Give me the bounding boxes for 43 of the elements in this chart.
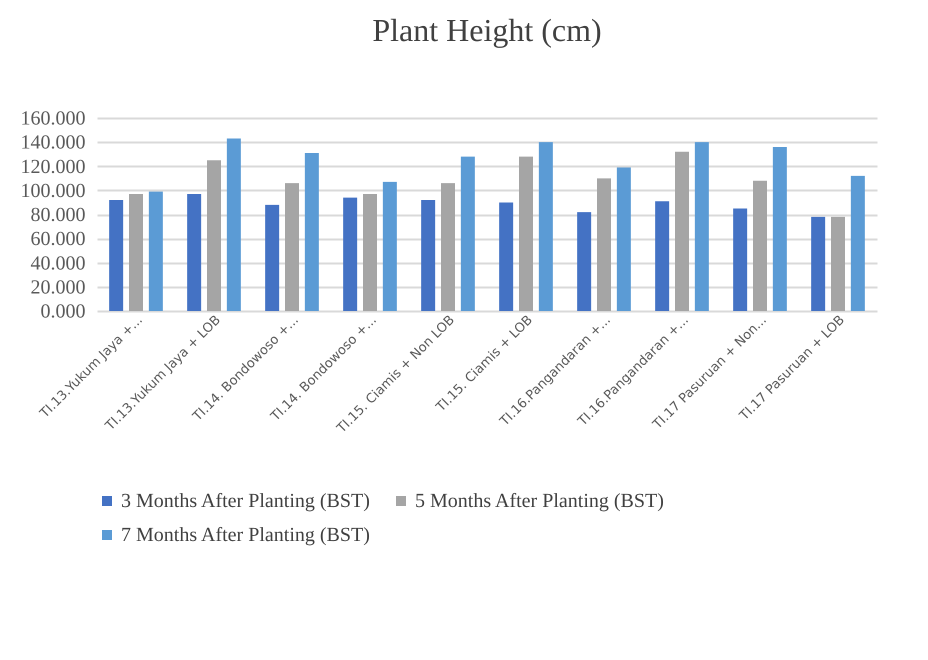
y-tick-label: 100.000 bbox=[20, 180, 86, 202]
bar bbox=[148, 192, 163, 311]
bar bbox=[304, 152, 319, 311]
bar bbox=[460, 156, 475, 311]
bar bbox=[207, 160, 221, 311]
bar bbox=[421, 200, 436, 311]
y-tick-label: 20.000 bbox=[30, 276, 86, 298]
bar bbox=[811, 216, 826, 311]
y-tick-label: 160.000 bbox=[20, 108, 86, 130]
y-tick-label: 0.000 bbox=[40, 300, 86, 322]
legend-label: 5 Months After Planting (BST) bbox=[415, 490, 664, 512]
bar bbox=[538, 142, 553, 311]
y-tick-label: 60.000 bbox=[30, 228, 86, 250]
bar bbox=[382, 182, 397, 311]
bar bbox=[850, 176, 865, 311]
bar bbox=[597, 178, 611, 311]
bar bbox=[753, 180, 767, 311]
bar bbox=[187, 194, 202, 311]
bar bbox=[519, 156, 533, 311]
y-tick-label: 140.000 bbox=[20, 132, 86, 154]
y-tick-label: 80.000 bbox=[30, 204, 86, 226]
bar bbox=[499, 202, 514, 311]
bar bbox=[831, 216, 845, 311]
y-tick-label: 120.000 bbox=[20, 156, 86, 178]
legend-label: 7 Months After Planting (BST) bbox=[121, 524, 370, 546]
bar bbox=[577, 212, 592, 311]
bar bbox=[343, 198, 358, 311]
bar bbox=[675, 152, 689, 311]
bar bbox=[733, 208, 748, 311]
bar bbox=[363, 194, 377, 311]
bar bbox=[655, 201, 670, 311]
bar bbox=[226, 138, 241, 311]
legend-label: 3 Months After Planting (BST) bbox=[121, 490, 370, 512]
bar bbox=[285, 183, 299, 311]
bar bbox=[616, 167, 631, 311]
y-tick-label: 40.000 bbox=[30, 252, 86, 274]
bar bbox=[772, 146, 787, 311]
chart-title: Plant Height (cm) bbox=[372, 12, 602, 48]
bar bbox=[694, 142, 709, 311]
bar bbox=[109, 200, 124, 311]
bar bbox=[441, 183, 455, 311]
bar bbox=[265, 204, 280, 311]
bar bbox=[129, 194, 143, 311]
